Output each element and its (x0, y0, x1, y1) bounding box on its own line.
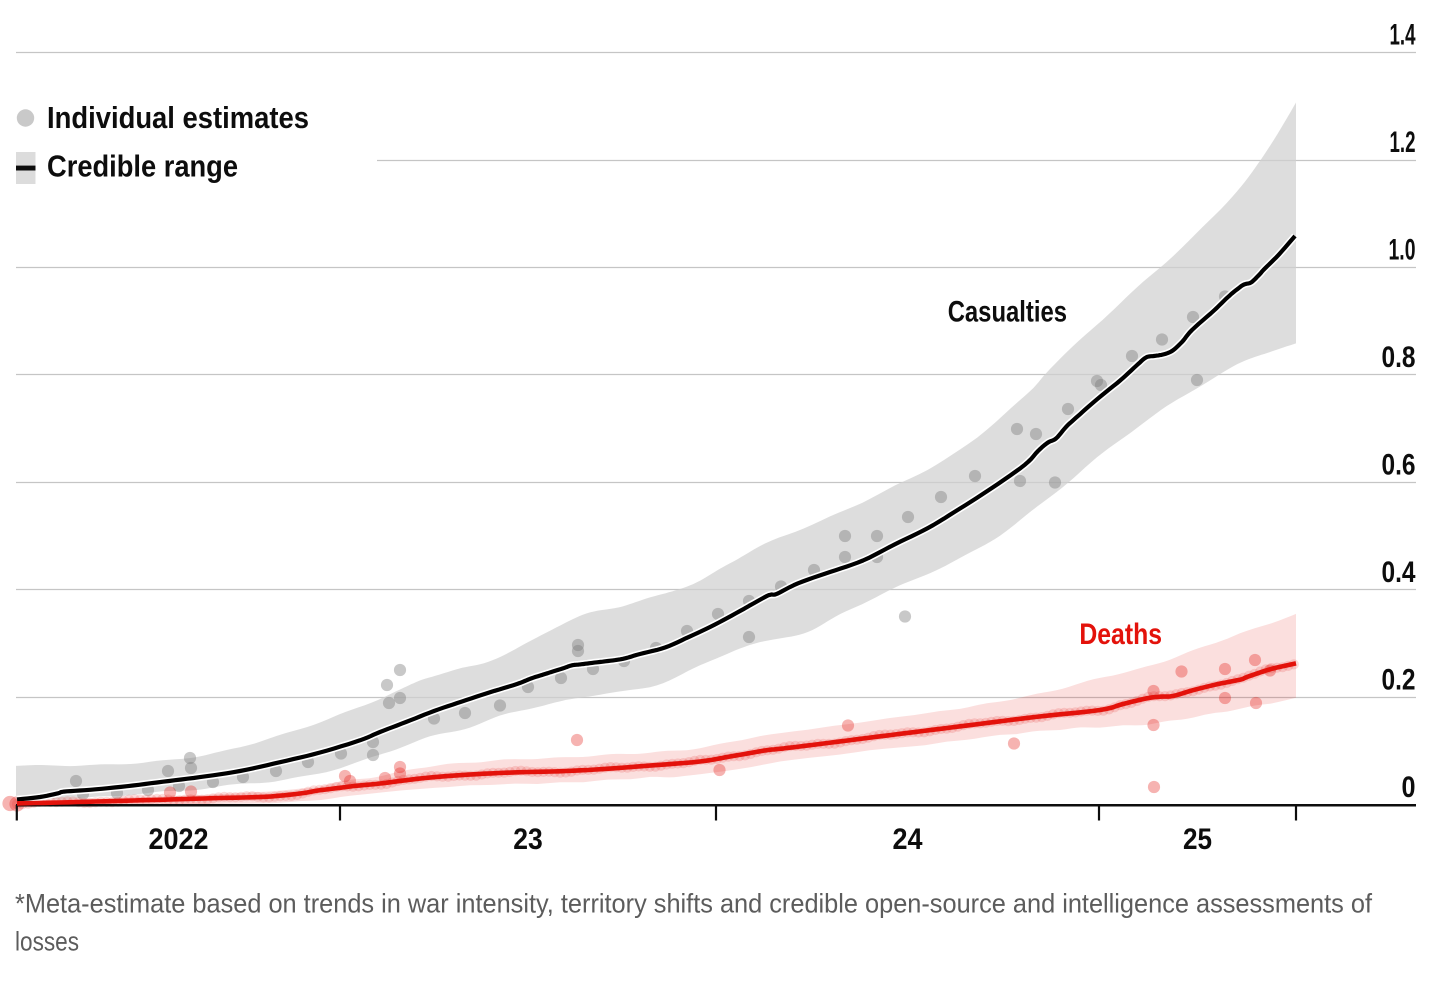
svg-text:Credible range: Credible range (47, 149, 238, 184)
svg-text:2022: 2022 (149, 823, 209, 856)
svg-text:losses: losses (15, 927, 79, 957)
svg-text:Deaths: Deaths (1079, 618, 1162, 651)
svg-text:1.4: 1.4 (1390, 18, 1416, 51)
svg-text:0.4: 0.4 (1382, 556, 1416, 589)
svg-text:25: 25 (1183, 823, 1212, 856)
svg-text:0.2: 0.2 (1382, 664, 1416, 697)
svg-text:24: 24 (893, 823, 923, 856)
svg-text:1.0: 1.0 (1389, 234, 1416, 267)
svg-text:0: 0 (1402, 771, 1416, 804)
svg-text:1.2: 1.2 (1390, 126, 1416, 159)
svg-text:0.6: 0.6 (1382, 448, 1416, 481)
svg-text:Individual estimates: Individual estimates (47, 100, 309, 135)
svg-text:Casualties: Casualties (948, 295, 1067, 328)
svg-text:*Meta-estimate based on trends: *Meta-estimate based on trends in war in… (15, 889, 1372, 919)
svg-text:23: 23 (513, 823, 543, 856)
svg-text:0.8: 0.8 (1382, 341, 1416, 374)
